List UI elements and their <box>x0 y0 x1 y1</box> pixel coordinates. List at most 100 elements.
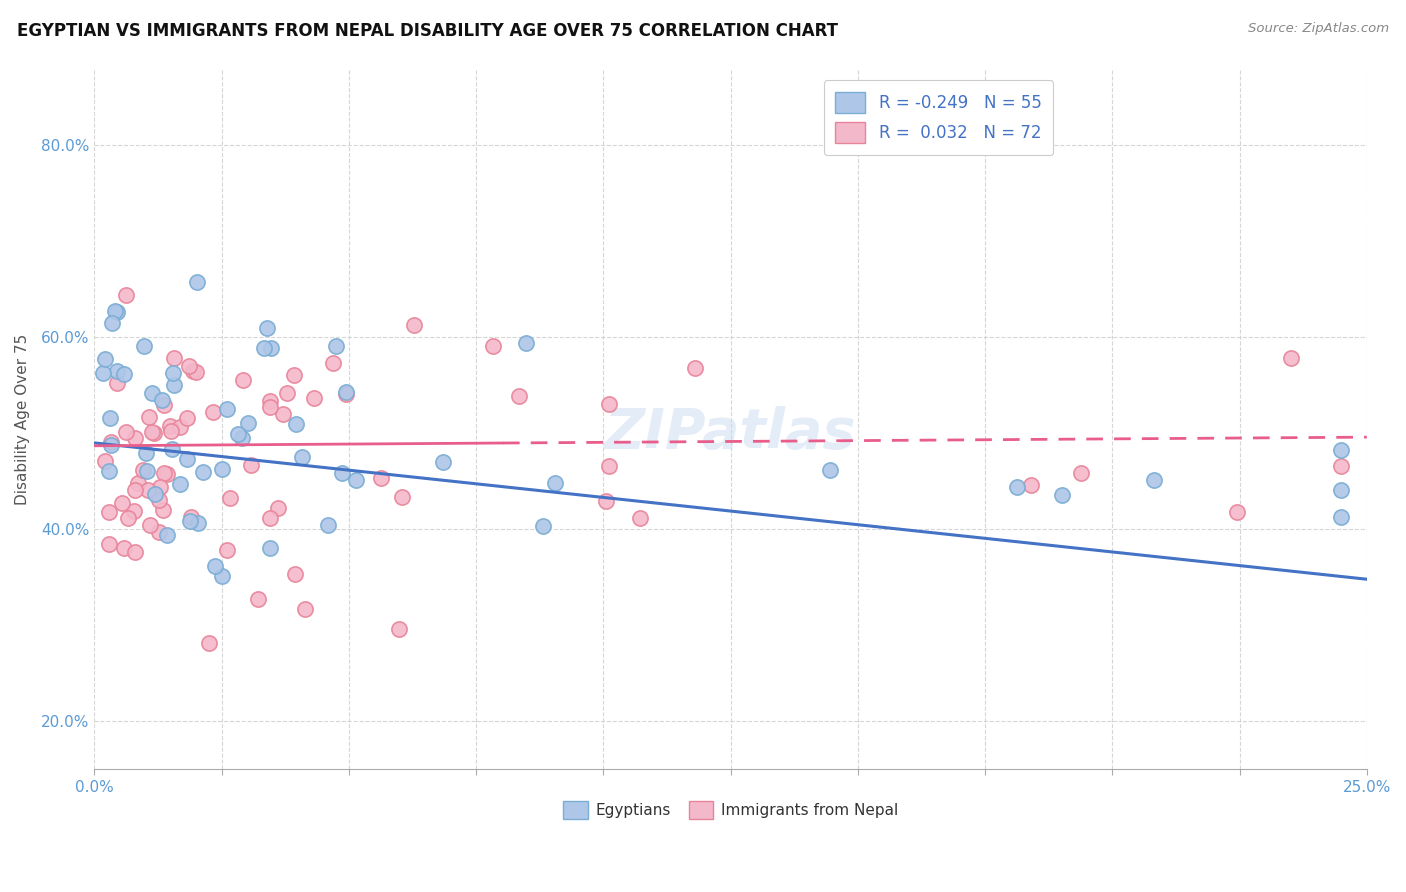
Point <box>114 367 136 381</box>
Point <box>284 567 307 582</box>
Point <box>181 364 204 378</box>
Point <box>105 376 128 391</box>
Point <box>285 417 308 431</box>
Point <box>402 318 425 333</box>
Point <box>1330 442 1353 457</box>
Point <box>260 341 283 355</box>
Point <box>163 377 186 392</box>
Point <box>124 431 146 445</box>
Point <box>176 411 198 425</box>
Point <box>211 569 233 583</box>
Point <box>156 467 179 481</box>
Point <box>259 511 281 525</box>
Point <box>1226 505 1249 519</box>
Point <box>179 359 201 373</box>
Point <box>138 483 160 497</box>
Point <box>104 303 127 318</box>
Point <box>267 501 290 516</box>
Point <box>186 275 208 289</box>
Point <box>1070 467 1092 481</box>
Point <box>202 405 225 419</box>
Point <box>149 480 172 494</box>
Point <box>152 398 174 412</box>
Point <box>159 418 181 433</box>
Point <box>105 305 128 319</box>
Point <box>180 509 202 524</box>
Point <box>198 636 221 650</box>
Point <box>148 492 170 507</box>
Point <box>247 591 270 606</box>
Point <box>283 368 305 383</box>
Point <box>1330 483 1353 498</box>
Point <box>1330 509 1353 524</box>
Point <box>232 373 254 387</box>
Point <box>1019 478 1042 492</box>
Point <box>1279 351 1302 365</box>
Point <box>628 510 651 524</box>
Point <box>818 463 841 477</box>
Point <box>138 517 160 532</box>
Point <box>294 602 316 616</box>
Point <box>141 425 163 440</box>
Point <box>236 416 259 430</box>
Point <box>322 356 344 370</box>
Point <box>150 392 173 407</box>
Point <box>544 476 567 491</box>
Point <box>142 426 165 441</box>
Point <box>163 351 186 365</box>
Point <box>1143 473 1166 487</box>
Point <box>302 391 325 405</box>
Point <box>231 431 253 445</box>
Point <box>98 464 121 478</box>
Point <box>93 454 115 468</box>
Point <box>112 541 135 556</box>
Point <box>138 410 160 425</box>
Point <box>211 461 233 475</box>
Point <box>124 545 146 559</box>
Point <box>204 559 226 574</box>
Point <box>259 400 281 414</box>
Point <box>344 474 367 488</box>
Point <box>148 524 170 539</box>
Point <box>1050 488 1073 502</box>
Point <box>160 442 183 456</box>
Point <box>1330 459 1353 474</box>
Point <box>191 466 214 480</box>
Point <box>259 541 281 556</box>
Text: EGYPTIAN VS IMMIGRANTS FROM NEPAL DISABILITY AGE OVER 75 CORRELATION CHART: EGYPTIAN VS IMMIGRANTS FROM NEPAL DISABI… <box>17 22 838 40</box>
Point <box>259 394 281 409</box>
Point <box>391 491 413 505</box>
Point <box>184 365 207 379</box>
Point <box>143 487 166 501</box>
Point <box>135 446 157 460</box>
Point <box>388 622 411 636</box>
Point <box>598 397 620 411</box>
Legend: Egyptians, Immigrants from Nepal: Egyptians, Immigrants from Nepal <box>557 795 904 825</box>
Point <box>160 424 183 438</box>
Y-axis label: Disability Age Over 75: Disability Age Over 75 <box>15 334 30 505</box>
Point <box>335 386 357 401</box>
Point <box>1005 480 1028 494</box>
Point <box>226 426 249 441</box>
Point <box>252 341 274 355</box>
Point <box>111 496 134 510</box>
Point <box>219 491 242 506</box>
Point <box>100 438 122 452</box>
Point <box>135 464 157 478</box>
Point <box>105 364 128 378</box>
Point <box>132 338 155 352</box>
Point <box>316 518 339 533</box>
Point <box>598 459 620 474</box>
Point <box>156 527 179 541</box>
Point <box>271 407 294 421</box>
Point <box>291 450 314 464</box>
Point <box>91 366 114 380</box>
Point <box>169 477 191 491</box>
Point <box>100 435 122 450</box>
Point <box>141 385 163 400</box>
Point <box>132 463 155 477</box>
Point <box>215 401 238 416</box>
Point <box>515 335 537 350</box>
Point <box>432 455 454 469</box>
Point <box>330 466 353 480</box>
